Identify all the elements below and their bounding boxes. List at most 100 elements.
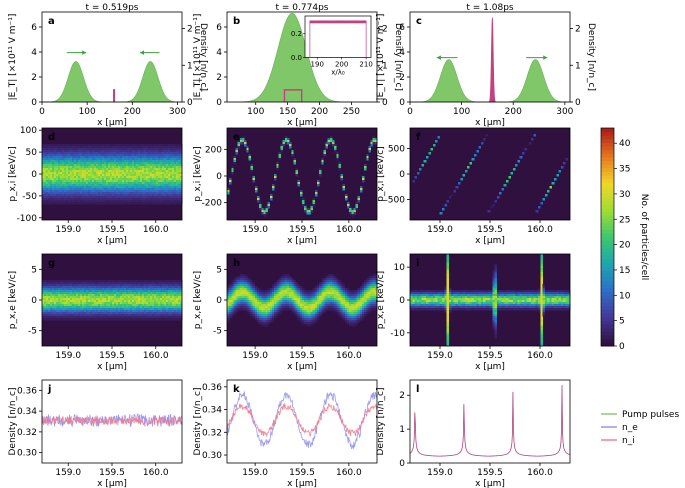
- heatmap-cell: [282, 306, 286, 309]
- heatmap-cell: [58, 294, 61, 297]
- heatmap-cell: [56, 164, 59, 167]
- heatmap-cell: [96, 194, 99, 197]
- heatmap-cell: [295, 302, 299, 305]
- panel-time-title: t = 1.08ps: [466, 3, 514, 13]
- heatmap-cell: [142, 296, 145, 299]
- heatmap-cell: [44, 308, 47, 311]
- heatmap-cell: [154, 172, 157, 175]
- heatmap-cell: [64, 284, 67, 287]
- heatmap-cell: [304, 204, 307, 207]
- heatmap-cell: [314, 294, 318, 297]
- heatmap-cell: [42, 280, 45, 283]
- heatmap-cell: [160, 314, 163, 317]
- heatmap-cell: [64, 290, 67, 293]
- heatmap-cell: [172, 296, 175, 299]
- heatmap-cell: [54, 308, 57, 311]
- heatmap-cell: [48, 160, 51, 163]
- heatmap-cell: [44, 178, 47, 181]
- x-tick-label: 160.0: [143, 225, 169, 235]
- heatmap-cell: [110, 186, 113, 189]
- heatmap-cell: [231, 304, 234, 307]
- heatmap-cell: [92, 182, 95, 185]
- heatmap-cell: [64, 318, 67, 321]
- heatmap-cell: [90, 154, 93, 157]
- heatmap-cell: [233, 308, 236, 311]
- heatmap-cell: [136, 196, 139, 199]
- heatmap-cell: [244, 280, 247, 283]
- heatmap-cell: [56, 306, 59, 309]
- heatmap-cell: [70, 150, 73, 153]
- heatmap-cell: [180, 294, 183, 297]
- heatmap-cell: [269, 298, 273, 301]
- heatmap-cell: [295, 172, 299, 175]
- heatmap-cell: [154, 202, 157, 205]
- heatmap-cell: [86, 178, 89, 181]
- heatmap-cell: [140, 192, 143, 195]
- axes-frame: [409, 11, 571, 103]
- heatmap-cell: [104, 314, 107, 317]
- heatmap-cell: [78, 298, 81, 301]
- heatmap-cell: [116, 180, 119, 183]
- heatmap-cell: [170, 154, 173, 157]
- heatmap-cell: [102, 312, 105, 315]
- heatmap-cell: [58, 306, 61, 309]
- heatmap-cell: [104, 174, 107, 177]
- heatmap-cell: [112, 150, 115, 153]
- heatmap-cell: [74, 200, 77, 203]
- heatmap-cell: [98, 200, 101, 203]
- heatmap-cell: [116, 186, 119, 189]
- heatmap-cell: [329, 274, 333, 277]
- arrow-head: [82, 50, 87, 55]
- heatmap-cell: [168, 282, 171, 285]
- heatmap-cell: [150, 164, 153, 167]
- heatmap-cell: [78, 280, 81, 283]
- heatmap-cell: [144, 312, 147, 315]
- heatmap-cell: [154, 164, 157, 167]
- heatmap-cell: [66, 314, 69, 317]
- heatmap-cell: [132, 302, 135, 305]
- heatmap-cell: [267, 308, 271, 311]
- heatmap-cell: [148, 160, 151, 163]
- heatmap-cell: [254, 186, 258, 189]
- heatmap-cell: [54, 292, 57, 295]
- heatmap-cell: [265, 290, 269, 293]
- heatmap-cell: [112, 160, 115, 163]
- heatmap-cell: [284, 296, 288, 299]
- heatmap-cell: [48, 304, 51, 307]
- heatmap-cell: [180, 284, 183, 287]
- heatmap-cell: [340, 178, 344, 181]
- heatmap-cell: [235, 152, 239, 155]
- heatmap-cell: [284, 300, 288, 303]
- heatmap-cell: [128, 148, 131, 151]
- heatmap-cell: [319, 172, 322, 175]
- heatmap-cell: [64, 174, 67, 177]
- heatmap-cell: [280, 286, 284, 289]
- heatmap-cell: [88, 152, 91, 155]
- heatmap-cell: [237, 302, 241, 305]
- heatmap-cell: [88, 168, 91, 171]
- heatmap-cell: [108, 150, 111, 153]
- heatmap-cell: [104, 192, 107, 195]
- heatmap-cell: [50, 146, 53, 149]
- heatmap-cell: [317, 298, 320, 301]
- heatmap-cell: [325, 290, 329, 293]
- heatmap-cell: [314, 320, 318, 323]
- heatmap-cell: [124, 168, 127, 171]
- heatmap-cell: [174, 202, 177, 205]
- heatmap-cell: [136, 310, 139, 313]
- heatmap-cell: [332, 284, 335, 287]
- heatmap-cell: [64, 180, 67, 183]
- heatmap-cell: [146, 186, 149, 189]
- heatmap-cell: [180, 318, 183, 321]
- heatmap-cell: [132, 312, 135, 315]
- heatmap-cell: [280, 294, 284, 297]
- heatmap-cell: [146, 166, 149, 169]
- heatmap-cell: [287, 278, 290, 281]
- heatmap-cell: [140, 184, 143, 187]
- heatmap-cell: [110, 282, 113, 285]
- heatmap-cell: [140, 174, 143, 177]
- heatmap-cell: [84, 144, 87, 147]
- heatmap-cell: [126, 152, 129, 155]
- heatmap-cell: [54, 304, 57, 307]
- heatmap-cell: [108, 172, 111, 175]
